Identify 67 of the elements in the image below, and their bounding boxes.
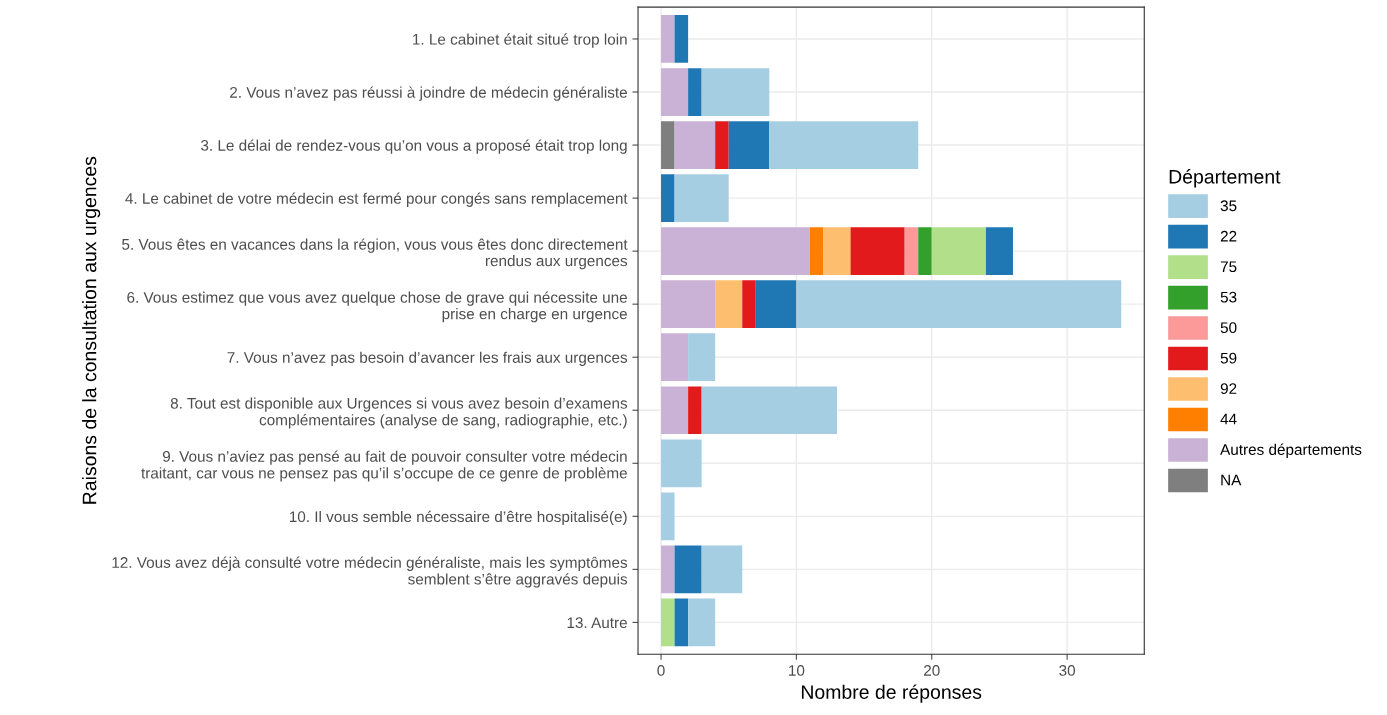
bar — [661, 121, 675, 169]
bar — [904, 227, 919, 275]
bar — [823, 227, 851, 275]
y-tick-label: 8. Tout est disponible aux Urgences si vous avez besoin d’examens complémentaires (analyse de sang, radiographie, etc.) — [170, 397, 628, 429]
bar — [688, 386, 702, 435]
y-tick-label: 4. Le cabinet de votre médecin est fermé pour congés sans remplacement — [125, 192, 628, 207]
bar — [918, 227, 932, 275]
y-tick-label: 3. Le délai de rendez-vous qu’on vous a proposé était trop long — [201, 139, 627, 154]
legend-label: 59 — [1220, 352, 1237, 364]
bar — [688, 598, 716, 647]
bar — [796, 280, 1122, 329]
bar — [728, 121, 770, 169]
legend-label: 22 — [1220, 230, 1237, 242]
legend-label: 44 — [1220, 413, 1237, 425]
legend-label: Autres départements — [1220, 443, 1362, 458]
bar — [661, 492, 675, 541]
bar — [769, 121, 919, 169]
legend-label: 35 — [1220, 200, 1237, 212]
bar — [674, 598, 689, 647]
legend-label: 53 — [1220, 291, 1237, 303]
y-tick-label: 2. Vous n’avez pas réussi à joindre de médecin généraliste — [230, 86, 627, 101]
bar — [701, 68, 770, 116]
legend-label: NA — [1221, 474, 1242, 486]
y-tick-label: 5. Vous êtes en vacances dans la région, vous vous êtes donc directement rendus aux urgences — [122, 238, 628, 270]
bar — [715, 280, 743, 329]
bar — [688, 333, 716, 382]
bar — [701, 386, 837, 435]
bar — [755, 280, 797, 329]
y-tick-label: 1. Le cabinet était situé trop loin — [413, 33, 627, 48]
y-tick-label: 10. Il vous semble nécessaire d’être hospitalisé(e) — [289, 510, 627, 526]
bar — [661, 545, 675, 594]
y-tick-label: 12. Vous avez déjà consulté votre médecin généraliste, mais les symptômes semblent s’être aggravés depuis — [112, 556, 628, 588]
legend-label: 50 — [1220, 322, 1237, 334]
bar — [674, 545, 702, 594]
bar — [661, 15, 675, 63]
bar — [701, 545, 743, 594]
legend-title: Département — [1169, 169, 1281, 188]
y-tick-label: 13. Autre — [567, 617, 627, 629]
bar — [809, 227, 824, 275]
bar — [850, 227, 905, 275]
y-tick-label: 7. Vous n’avez pas besoin d’avancer les frais aux urgences — [227, 351, 628, 366]
x-tick-label: 0 — [657, 665, 665, 676]
bar — [661, 68, 689, 116]
x-tick-label: 10 — [789, 665, 805, 676]
x-axis-title: Nombre de réponses — [801, 684, 982, 703]
legend-label: 75 — [1220, 261, 1237, 273]
y-tick-label: 9. Vous n’aviez pas pensé au fait de pouvoir consulter votre médecin traitant, car vous ne pensez pas qu’il s’occupe de ce genre de problème — [141, 450, 627, 482]
y-tick-label: 6. Vous estimez que vous avez quelque chose de grave qui nécessite une prise en charge en urgence — [127, 291, 627, 323]
bar — [674, 15, 689, 63]
bar — [661, 598, 675, 647]
bar — [661, 174, 675, 222]
bar — [688, 68, 702, 116]
bar — [985, 227, 1013, 275]
bar — [661, 227, 810, 275]
bar — [661, 333, 689, 382]
bar — [661, 439, 702, 488]
x-tick-label: 30 — [1059, 665, 1076, 676]
x-tick-label: 20 — [924, 665, 940, 676]
bar — [674, 174, 729, 222]
bar — [661, 386, 689, 435]
y-axis-title: Raisons de la consultation aux urgences — [82, 156, 101, 504]
bar — [715, 121, 729, 169]
bar — [661, 280, 716, 329]
bar — [742, 280, 756, 329]
bar — [674, 121, 716, 169]
bar — [931, 227, 986, 275]
legend-label: 92 — [1220, 383, 1237, 395]
